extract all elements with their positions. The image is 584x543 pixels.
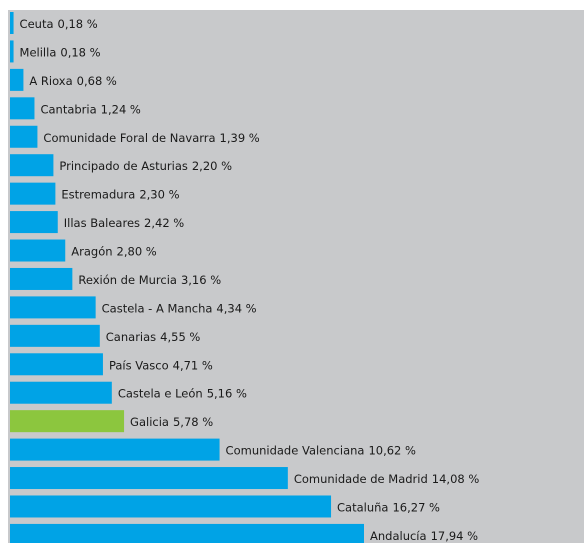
value-label: 17,94 % xyxy=(431,528,479,542)
category-label: Comunidade de Madrid xyxy=(294,472,428,486)
bar-label: Cantabria 1,24 % xyxy=(40,102,140,116)
bar xyxy=(10,12,14,34)
value-label: 14,08 % xyxy=(432,472,480,486)
value-label: 0,18 % xyxy=(60,45,100,59)
bar-label: Comunidade de Madrid 14,08 % xyxy=(294,472,480,486)
category-label: A Rioxa xyxy=(29,73,72,87)
bar-label: A Rioxa 0,68 % xyxy=(29,73,117,87)
category-label: Castela e León xyxy=(118,386,203,400)
value-label: 4,55 % xyxy=(160,329,200,343)
category-label: Cataluña xyxy=(337,500,388,514)
category-label: País Vasco xyxy=(109,358,169,372)
value-label: 2,42 % xyxy=(144,216,184,230)
bar-label: Comunidade Foral de Navarra 1,39 % xyxy=(43,130,259,144)
bar-label: Illas Baleares 2,42 % xyxy=(64,216,185,230)
bar xyxy=(10,381,112,404)
bar-label: País Vasco 4,71 % xyxy=(109,358,213,372)
bar-label: Canarias 4,55 % xyxy=(106,329,201,343)
bar-label: Comunidade Valenciana 10,62 % xyxy=(226,443,416,457)
value-label: 16,27 % xyxy=(392,500,440,514)
value-label: 3,16 % xyxy=(181,272,221,286)
value-label: 2,20 % xyxy=(192,159,232,173)
value-label: 5,78 % xyxy=(173,415,213,429)
bar-label: Galicia 5,78 % xyxy=(130,415,213,429)
bar xyxy=(10,125,38,148)
category-label: Castela - A Mancha xyxy=(102,301,213,315)
value-label: 2,30 % xyxy=(139,187,179,201)
category-label: Aragón xyxy=(71,244,112,258)
bar xyxy=(10,353,103,376)
value-label: 4,71 % xyxy=(173,358,213,372)
bar-label: Principado de Asturias 2,20 % xyxy=(59,159,232,173)
value-label: 0,18 % xyxy=(58,17,98,31)
bar-label: Aragón 2,80 % xyxy=(71,244,157,258)
value-label: 5,16 % xyxy=(207,386,247,400)
bar xyxy=(10,40,14,63)
category-label: Andalucía xyxy=(370,528,427,542)
bar xyxy=(10,239,66,262)
value-label: 1,24 % xyxy=(101,102,141,116)
bar xyxy=(10,467,288,490)
bar xyxy=(10,324,100,347)
bar xyxy=(10,154,54,177)
bar xyxy=(10,68,24,91)
category-label: Cantabria xyxy=(40,102,96,116)
bar-label: Andalucía 17,94 % xyxy=(370,528,478,542)
bar xyxy=(10,267,73,290)
bar-label: Castela - A Mancha 4,34 % xyxy=(102,301,257,315)
bar xyxy=(10,410,125,433)
category-label: Illas Baleares xyxy=(64,216,140,230)
value-label: 4,34 % xyxy=(216,301,256,315)
bar xyxy=(10,296,96,319)
bar-label: Melilla 0,18 % xyxy=(20,45,101,59)
category-label: Principado de Asturias xyxy=(59,159,187,173)
bar xyxy=(10,97,35,120)
bar xyxy=(10,438,220,461)
value-label: 2,80 % xyxy=(117,244,157,258)
bar-label: Cataluña 16,27 % xyxy=(337,500,440,514)
bar-label: Castela e León 5,16 % xyxy=(118,386,247,400)
value-label: 0,68 % xyxy=(77,73,117,87)
bar xyxy=(10,523,364,543)
category-label: Ceuta xyxy=(20,17,54,31)
bar-label: Ceuta 0,18 % xyxy=(20,17,98,31)
value-label: 10,62 % xyxy=(368,443,416,457)
bar xyxy=(10,182,56,205)
category-label: Rexión de Murcia xyxy=(78,272,177,286)
bar-label: Rexión de Murcia 3,16 % xyxy=(78,272,221,286)
category-label: Estremadura xyxy=(61,187,135,201)
category-label: Galicia xyxy=(130,415,169,429)
category-label: Canarias xyxy=(106,329,156,343)
value-label: 1,39 % xyxy=(220,130,260,144)
category-label: Comunidade Valenciana xyxy=(226,443,365,457)
category-label: Melilla xyxy=(20,45,57,59)
bar-label: Estremadura 2,30 % xyxy=(61,187,179,201)
bar xyxy=(10,495,332,518)
category-label: Comunidade Foral de Navarra xyxy=(43,130,215,144)
bar xyxy=(10,211,58,234)
